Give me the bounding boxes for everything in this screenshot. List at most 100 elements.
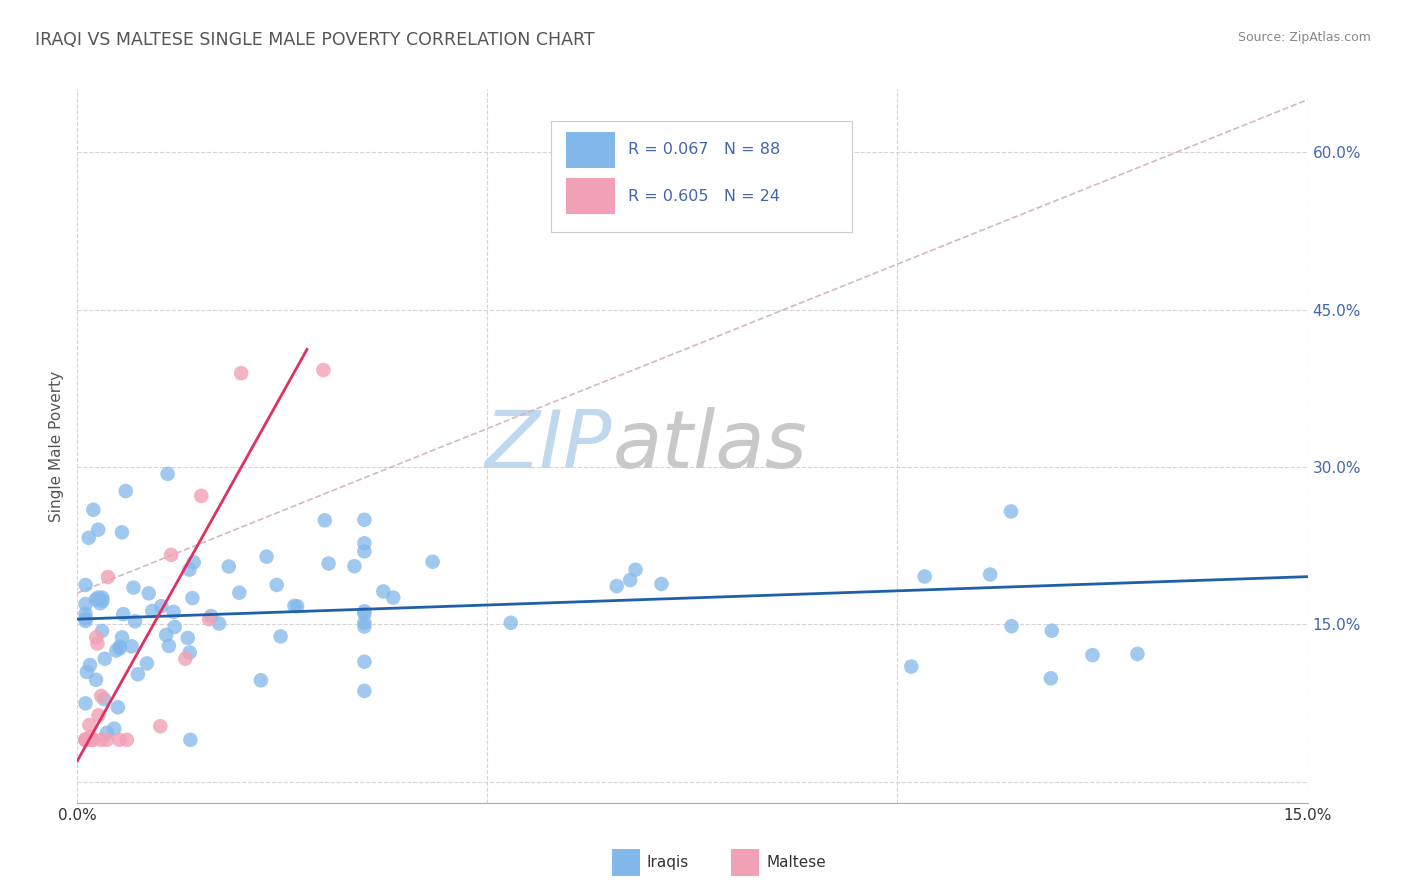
Point: [91, 591, 114, 605]
Point: [353, 655, 375, 669]
Point: [96, 726, 118, 740]
Point: [75, 732, 97, 747]
Point: [138, 586, 160, 600]
Point: [177, 631, 200, 645]
Point: [256, 549, 278, 564]
Point: [285, 599, 308, 614]
Point: [198, 612, 221, 626]
Point: [179, 646, 201, 660]
Point: [624, 563, 647, 577]
Point: [89, 596, 111, 610]
Point: [103, 722, 125, 736]
Point: [650, 577, 672, 591]
Point: [93, 651, 115, 665]
Point: [1000, 619, 1022, 633]
Point: [93, 692, 115, 706]
Point: [353, 684, 375, 698]
Point: [157, 639, 180, 653]
Text: ZIP: ZIP: [485, 407, 613, 485]
Point: [79, 658, 101, 673]
FancyBboxPatch shape: [565, 178, 614, 214]
Point: [82, 732, 104, 747]
Point: [150, 599, 173, 614]
Point: [84, 673, 107, 687]
Point: [135, 657, 157, 671]
Point: [75, 578, 97, 592]
Point: [353, 619, 375, 633]
Point: [90, 689, 112, 703]
Point: [121, 640, 143, 654]
Point: [353, 604, 375, 618]
Point: [107, 700, 129, 714]
Point: [353, 544, 375, 558]
Point: [422, 555, 444, 569]
Point: [914, 569, 936, 583]
Point: [87, 591, 110, 605]
Point: [174, 651, 197, 665]
Point: [231, 366, 253, 380]
Point: [108, 732, 131, 747]
Point: [75, 732, 97, 747]
Point: [283, 599, 305, 613]
Point: [114, 484, 136, 499]
Point: [149, 719, 172, 733]
Point: [86, 636, 108, 650]
Point: [250, 673, 273, 688]
Text: R = 0.067   N = 88: R = 0.067 N = 88: [628, 143, 780, 157]
Point: [90, 732, 112, 747]
Point: [353, 607, 375, 621]
Point: [266, 578, 288, 592]
Point: [1040, 624, 1063, 638]
Point: [163, 620, 186, 634]
Point: [900, 659, 922, 673]
Point: [75, 732, 97, 747]
Point: [228, 585, 250, 599]
Point: [314, 513, 336, 527]
Point: [84, 592, 107, 607]
Point: [111, 525, 134, 540]
Point: [218, 559, 240, 574]
Point: [190, 489, 212, 503]
Point: [80, 732, 103, 747]
Point: [156, 467, 179, 481]
Point: [127, 667, 149, 681]
Text: atlas: atlas: [613, 407, 807, 485]
Point: [619, 573, 641, 587]
Point: [122, 581, 145, 595]
Point: [208, 616, 231, 631]
Point: [75, 696, 97, 710]
Point: [91, 594, 114, 608]
Point: [200, 609, 222, 624]
Point: [115, 732, 138, 747]
Text: R = 0.605   N = 24: R = 0.605 N = 24: [628, 189, 780, 203]
Text: Source: ZipAtlas.com: Source: ZipAtlas.com: [1237, 31, 1371, 45]
Point: [1000, 504, 1022, 518]
Point: [82, 502, 104, 516]
Point: [75, 597, 97, 611]
Point: [179, 563, 201, 577]
Text: IRAQI VS MALTESE SINGLE MALE POVERTY CORRELATION CHART: IRAQI VS MALTESE SINGLE MALE POVERTY COR…: [35, 31, 595, 49]
Point: [160, 548, 183, 562]
Point: [343, 559, 366, 574]
FancyBboxPatch shape: [565, 132, 614, 168]
Point: [499, 615, 522, 630]
Point: [353, 615, 375, 630]
Point: [87, 708, 110, 723]
Point: [353, 513, 375, 527]
Text: Iraqis: Iraqis: [647, 855, 689, 870]
Point: [75, 732, 97, 747]
Point: [75, 607, 97, 621]
Point: [87, 523, 110, 537]
Point: [75, 614, 97, 628]
Point: [76, 665, 98, 679]
Point: [141, 604, 163, 618]
Point: [79, 730, 101, 744]
Point: [1126, 647, 1149, 661]
Point: [124, 615, 146, 629]
Point: [97, 570, 120, 584]
Point: [181, 591, 204, 606]
Point: [79, 718, 101, 732]
Point: [270, 629, 292, 643]
Point: [318, 557, 340, 571]
Point: [183, 555, 205, 569]
